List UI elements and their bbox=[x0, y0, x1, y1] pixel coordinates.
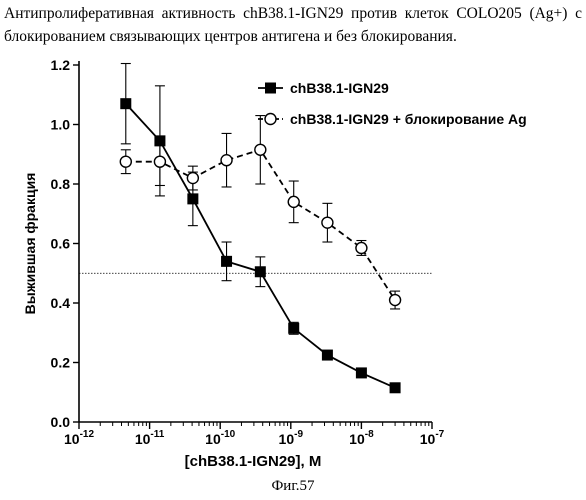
y-tick-label: 0.2 bbox=[51, 355, 71, 371]
x-tick-label: 10-8 bbox=[349, 429, 374, 447]
data-point bbox=[187, 193, 198, 204]
y-tick-label: 1.2 bbox=[51, 57, 71, 73]
data-point bbox=[356, 242, 367, 253]
legend-marker bbox=[265, 114, 276, 125]
y-axis-label: Выжившая фракция bbox=[22, 173, 38, 315]
figure-number: Фиг.57 bbox=[0, 478, 586, 495]
data-point bbox=[322, 217, 333, 228]
data-point bbox=[288, 196, 299, 207]
data-point bbox=[288, 323, 299, 334]
data-point bbox=[255, 266, 266, 277]
x-axis-label: [chB38.1-IGN29], M bbox=[185, 453, 322, 470]
data-point bbox=[120, 156, 131, 167]
data-point bbox=[187, 173, 198, 184]
data-point bbox=[390, 295, 401, 306]
x-tick-label: 10-12 bbox=[64, 429, 94, 447]
data-point bbox=[356, 367, 367, 378]
legend-label: chB38.1-IGN29 bbox=[290, 80, 389, 96]
data-point bbox=[154, 156, 165, 167]
y-tick-label: 1.0 bbox=[51, 117, 71, 133]
y-tick-label: 0.8 bbox=[51, 176, 71, 192]
x-tick-label: 10-10 bbox=[205, 429, 235, 447]
x-tick-label: 10-11 bbox=[135, 429, 165, 447]
chart-legend: chB38.1-IGN29 chB38.1-IGN29 + блокировани… bbox=[258, 80, 527, 127]
legend-label: chB38.1-IGN29 + блокирование Ag bbox=[290, 111, 527, 127]
data-point bbox=[390, 382, 401, 393]
legend-item-1: chB38.1-IGN29 bbox=[258, 80, 389, 96]
legend-marker bbox=[265, 83, 276, 94]
x-tick-label: 10-9 bbox=[279, 429, 304, 447]
data-point bbox=[120, 98, 131, 109]
x-tick-label: 10-7 bbox=[420, 429, 445, 447]
data-point bbox=[221, 155, 232, 166]
data-point bbox=[322, 350, 333, 361]
data-point bbox=[221, 256, 232, 267]
y-tick-label: 0.4 bbox=[51, 295, 71, 311]
y-tick-label: 0.6 bbox=[51, 236, 71, 252]
y-tick-label: 0.0 bbox=[51, 414, 71, 430]
legend-item-2: chB38.1-IGN29 + блокирование Ag bbox=[258, 111, 527, 127]
data-point bbox=[255, 144, 266, 155]
